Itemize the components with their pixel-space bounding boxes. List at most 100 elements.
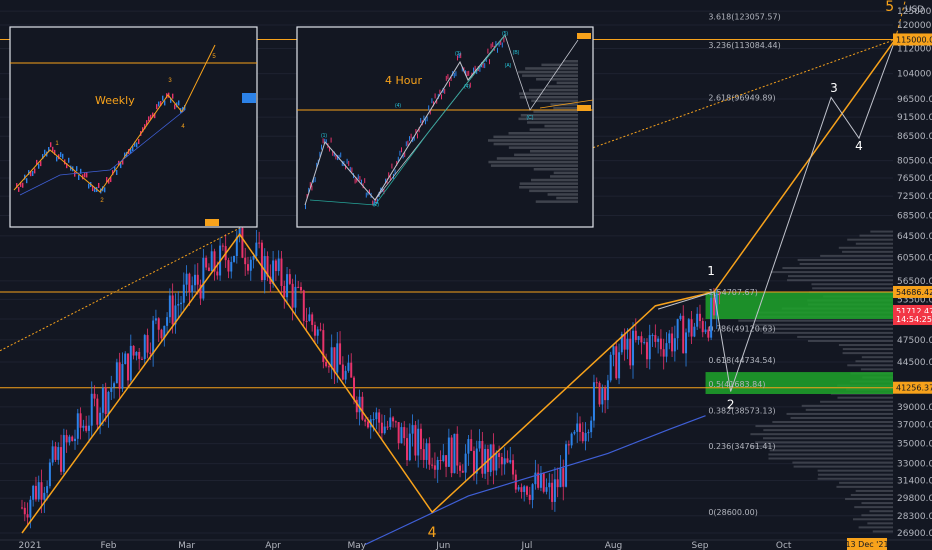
inset2-wave-label: (2) [373,202,379,208]
inset1-candle [28,170,30,176]
candle-body [263,256,266,281]
price-tag[interactable] [893,285,932,298]
candle-body [135,351,138,356]
volume-profile-bar [797,335,893,338]
date-tag[interactable] [847,538,887,550]
wave-label-4: 4 [428,525,437,541]
price-tag[interactable] [893,33,932,46]
inset1-candle [36,159,38,165]
price-tag-label: 14:54:25 [896,315,932,324]
inset2-candle [349,166,351,172]
price-tag-label: 51712.47 [896,307,932,316]
inset1-candle [120,163,122,169]
candle-body [241,227,244,258]
candle-body [450,437,453,474]
inset2-candle [498,41,500,47]
candle-body [386,426,389,428]
inset1-candle [170,97,172,103]
candle-body [129,345,132,381]
volume-profile-bar [763,437,893,440]
inset2-candle [396,160,398,166]
inset2-candle [356,177,358,183]
candle-body [205,257,208,268]
inset1-wave-label: 2 [100,198,104,204]
inset2-candle [407,140,409,146]
volume-profile-bar [869,510,893,513]
inset1-price-tag [242,93,256,103]
inset1-candle [52,146,54,152]
candle-body [48,462,51,487]
volume-profile-bar [872,530,893,533]
inset1-candle [30,171,32,177]
candle-body [718,293,721,295]
inset2-candle [410,133,412,139]
candle-body [682,315,685,354]
price-tick-label: 29800.00 [897,494,932,504]
volume-profile-bar [787,275,893,278]
candle-body [193,274,196,286]
candle-body [704,329,707,333]
inset1-candle [150,114,152,120]
moving-average-line [364,415,706,546]
candle-body [506,458,509,463]
inset1-candle [56,156,58,162]
volume-profile-bar [768,457,893,460]
candle-body [347,362,350,371]
candle-body [252,255,255,260]
candle-body [188,273,191,293]
price-tick-label: 96500.00 [897,95,932,105]
candle-body [113,383,116,388]
candle-body [21,507,23,509]
candle-body [65,435,68,443]
inset1-candle [70,165,72,171]
candle-body [439,460,442,462]
candle-body [40,482,43,500]
price-tag[interactable] [893,381,932,394]
candle-body [495,453,498,471]
volume-profile-bar [753,323,893,326]
inset2-volume-bar [520,114,578,117]
inset2-wave-label: (4) [395,103,401,109]
candle-body [60,447,63,472]
inset2-candle [333,151,335,157]
candle-body [322,330,325,363]
candle-body [180,302,183,305]
candle-body [389,417,392,427]
volume-profile-bar [755,425,893,428]
inset2-candle [485,56,487,62]
candle-body [475,448,478,474]
volume-profile-bar [820,400,893,403]
candle-body [433,465,436,470]
inset1-candle [60,152,62,158]
inset2-candle [381,187,383,193]
candle-body [325,362,328,367]
candle-body [710,297,713,338]
volume-profile-bar [817,477,893,480]
fib-level-label: 3.236(113084.44) [708,41,780,50]
candle-body [556,479,559,488]
candle-body [685,332,688,354]
projection-label-3: 3 [830,81,838,95]
inset1-candle [166,93,168,99]
volume-profile-bar [818,473,893,476]
candle-body [266,256,269,277]
candle-body [143,335,146,360]
candle-body [196,274,199,285]
inset2-teal-path [309,34,506,206]
inset2-volume-bar [541,63,578,67]
candle-body [671,333,674,352]
inset2-candle [423,115,425,121]
inset1-candle [54,149,56,155]
inset2-candle [354,178,356,184]
candle-body [316,329,319,336]
time-tick-label: May [347,541,366,550]
price-tag[interactable] [893,313,932,326]
inset1-candle [138,139,140,145]
inset2-candle [482,62,484,68]
inset2-wave-label: (5) [502,31,508,37]
fib-level-label: 3.618(123057.57) [708,12,780,21]
inset2-candle [418,127,420,133]
inset1-candle [44,149,46,155]
